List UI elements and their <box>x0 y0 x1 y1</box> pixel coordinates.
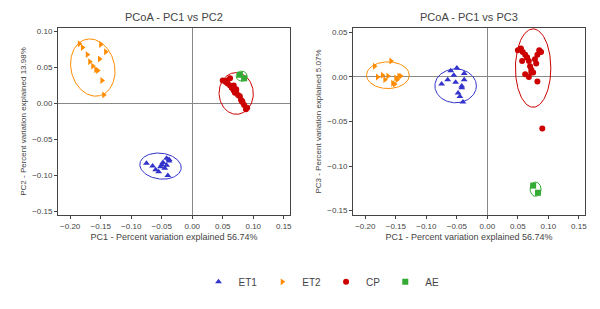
svg-text:0.05: 0.05 <box>215 222 231 231</box>
svg-text:0.05: 0.05 <box>332 28 348 37</box>
svg-text:0.05: 0.05 <box>510 222 526 231</box>
svg-text:0.00: 0.00 <box>332 73 348 82</box>
svg-text:0.10: 0.10 <box>37 27 53 36</box>
svg-text:0.15: 0.15 <box>276 222 292 231</box>
svg-text:−0.05: −0.05 <box>32 135 53 144</box>
svg-text:−0.15: −0.15 <box>32 207 53 216</box>
svg-text:PC1 - Percent variation explai: PC1 - Percent variation explained 56.74% <box>90 232 257 242</box>
svg-text:PCoA - PC1 vs PC3: PCoA - PC1 vs PC3 <box>420 11 518 23</box>
svg-text:−0.10: −0.10 <box>32 171 53 180</box>
svg-text:0.00: 0.00 <box>184 222 200 231</box>
svg-text:−0.15: −0.15 <box>386 222 407 231</box>
svg-text:−0.10: −0.10 <box>327 162 348 171</box>
svg-text:−0.10: −0.10 <box>121 222 142 231</box>
svg-text:−0.20: −0.20 <box>60 222 81 231</box>
svg-text:−0.20: −0.20 <box>355 222 376 231</box>
svg-text:ET1: ET1 <box>239 277 258 288</box>
svg-text:0.15: 0.15 <box>571 222 587 231</box>
svg-text:0.00: 0.00 <box>37 99 53 108</box>
svg-text:PC1 - Percent variation explai: PC1 - Percent variation explained 56.74% <box>386 232 553 242</box>
svg-text:−0.05: −0.05 <box>447 222 468 231</box>
svg-text:PCoA - PC1 vs PC2: PCoA - PC1 vs PC2 <box>125 11 223 23</box>
svg-text:PC2 - Percent variation explai: PC2 - Percent variation explained 13.98% <box>19 47 28 196</box>
svg-text:ET2: ET2 <box>302 277 321 288</box>
svg-text:0.10: 0.10 <box>245 222 261 231</box>
svg-text:−0.05: −0.05 <box>327 117 348 126</box>
svg-text:−0.10: −0.10 <box>416 222 437 231</box>
svg-text:AE: AE <box>425 277 439 288</box>
svg-text:0.10: 0.10 <box>541 222 557 231</box>
svg-text:CP: CP <box>366 277 380 288</box>
svg-text:PC3 - Percent variation explai: PC3 - Percent variation explained 5.07% <box>314 49 323 193</box>
svg-text:−0.05: −0.05 <box>152 222 173 231</box>
svg-text:−0.15: −0.15 <box>327 206 348 215</box>
svg-text:−0.15: −0.15 <box>91 222 112 231</box>
svg-text:0.05: 0.05 <box>37 63 53 72</box>
svg-text:0.00: 0.00 <box>480 222 496 231</box>
